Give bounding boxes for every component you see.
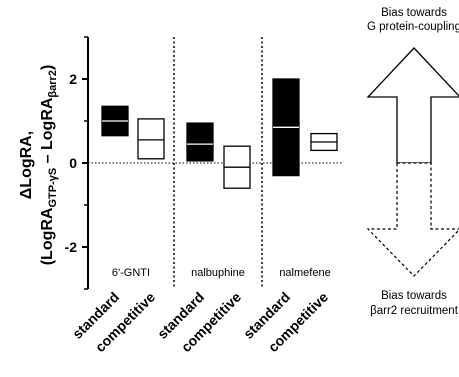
down-arrow-shape bbox=[366, 162, 459, 277]
box-competitive bbox=[137, 118, 165, 160]
up-arrow-shape bbox=[366, 47, 459, 164]
bottom-annotation-line1: Bias towards bbox=[381, 290, 447, 302]
y-axis-label-line2: (LogRAGTP-γS – LogRAβarr2) bbox=[39, 65, 59, 266]
y-tick-label: 0 bbox=[69, 155, 77, 171]
group-label: 6'-GNTI bbox=[112, 267, 150, 279]
top-annotation-line2: G protein-coupling bbox=[367, 21, 459, 33]
y-ticks: -2 0 2 bbox=[65, 36, 88, 290]
box-standard bbox=[186, 122, 214, 162]
y-tick-label: 2 bbox=[69, 71, 77, 87]
boxes bbox=[101, 78, 338, 189]
bottom-annotation-line2: βarr2 recruitment bbox=[370, 305, 459, 317]
group-label: nalbuphine bbox=[191, 267, 245, 279]
bias-arrow-annotation: Bias towards G protein-coupling Bias tow… bbox=[366, 7, 459, 317]
category-labels: standardcompetitivestandardcompetitivest… bbox=[69, 289, 331, 355]
top-annotation-line1: Bias towards bbox=[381, 7, 447, 19]
y-axis-label-line1: ΔLogRA, bbox=[18, 131, 35, 199]
y-tick-label: -2 bbox=[65, 239, 78, 255]
group-label: nalmefene bbox=[279, 267, 330, 279]
group-labels: 6'-GNTI nalbuphine nalmefene bbox=[112, 267, 331, 279]
